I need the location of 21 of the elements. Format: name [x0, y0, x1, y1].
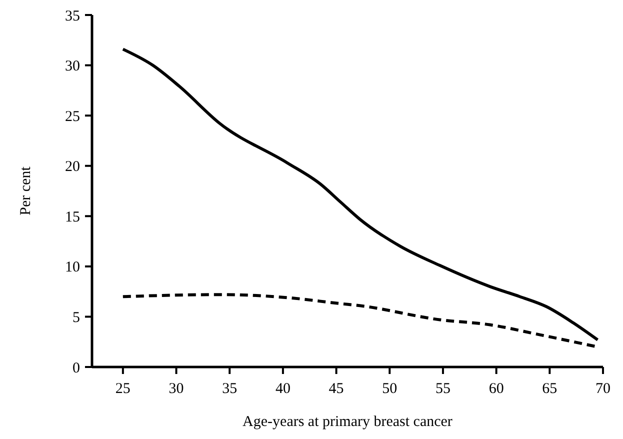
- x-tick-label: 65: [542, 381, 558, 397]
- x-tick-label: 70: [596, 381, 610, 397]
- y-tick-label: 15: [65, 209, 80, 226]
- y-tick-label: 0: [72, 360, 80, 376]
- x-tick-label: 35: [222, 381, 238, 397]
- y-tick-label: 25: [65, 108, 80, 125]
- y-tick-label: 35: [65, 8, 80, 24]
- y-tick-label: 5: [72, 310, 80, 326]
- x-tick-label: 30: [168, 381, 184, 397]
- x-tick-label: 40: [275, 381, 290, 397]
- x-axis-title: Age-years at primary breast cancer: [242, 414, 452, 430]
- y-axis-title: Per cent: [18, 166, 34, 216]
- x-tick-label: 60: [488, 381, 504, 397]
- y-tick-label: 30: [65, 58, 80, 75]
- y-tick-label: 10: [65, 260, 80, 276]
- y-tick-label: 20: [65, 159, 80, 176]
- x-tick-label: 45: [328, 381, 344, 397]
- x-tick-label: 25: [115, 381, 130, 397]
- x-tick-label: 55: [435, 381, 450, 397]
- x-tick-label: 50: [382, 381, 398, 397]
- line-series: [121, 48, 600, 342]
